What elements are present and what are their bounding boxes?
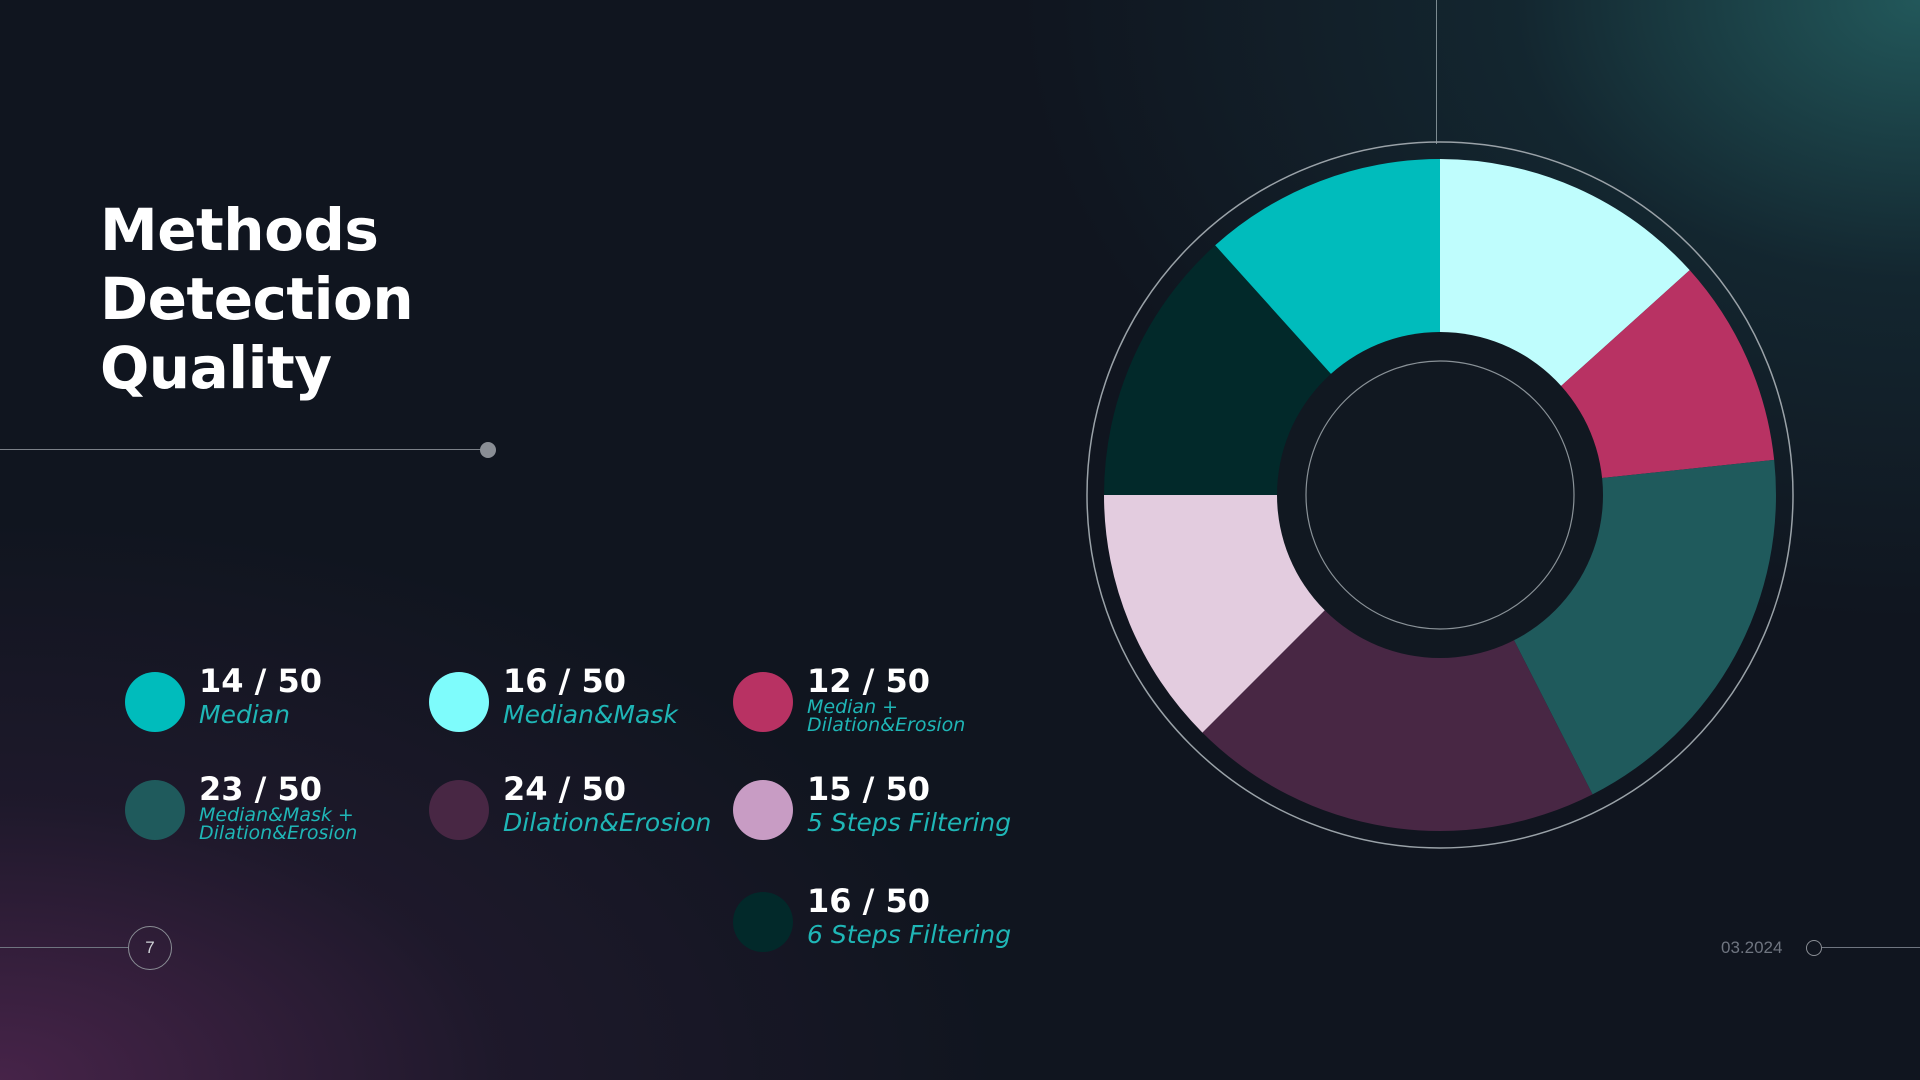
donut-slice-median (1215, 159, 1440, 384)
legend-label: 5 Steps Filtering (807, 808, 1012, 837)
legend-value: 16 / 50 (503, 662, 627, 700)
donut-slice-5-steps-filtering (1104, 495, 1334, 733)
donut-slice-6-steps-filtering (1104, 245, 1340, 495)
chart-connector-line (1436, 0, 1437, 144)
legend-value: 15 / 50 (807, 770, 931, 808)
donut-slices (1104, 159, 1776, 831)
legend-label-line-1: Median&Mask + (199, 804, 354, 826)
legend-label-line-2: Dilation&Erosion (807, 714, 966, 736)
donut-hole (1277, 332, 1603, 658)
legend-value: 12 / 50 (807, 662, 931, 700)
legend-item-median-mask-dilation-erosion: 23 / 50 Median&Mask + Dilation&Erosion (125, 770, 425, 850)
legend-label: Median&Mask (503, 700, 678, 729)
legend-item-median-dilation-erosion: 12 / 50 Median + Dilation&Erosion (733, 662, 1033, 742)
legend-value: 16 / 50 (807, 882, 931, 920)
legend-item-6-steps-filtering: 16 / 50 6 Steps Filtering (733, 882, 1033, 962)
legend-swatch (733, 672, 793, 732)
donut-inner-ring (1305, 360, 1575, 630)
legend-label-line-2: Dilation&Erosion (199, 822, 358, 844)
donut-slice-dilation-erosion (1202, 601, 1593, 831)
legend-label: Dilation&Erosion (503, 808, 712, 837)
title-divider-dot (480, 442, 496, 458)
legend-label: 6 Steps Filtering (807, 920, 1012, 949)
legend-swatch (733, 892, 793, 952)
legend-swatch (125, 672, 185, 732)
slide-title: Methods Detection Quality (100, 196, 414, 403)
legend-value: 14 / 50 (199, 662, 323, 700)
donut-outer-ring (1086, 141, 1794, 849)
donut-chart (1086, 141, 1794, 849)
legend-item-5-steps-filtering: 15 / 50 5 Steps Filtering (733, 770, 1033, 850)
legend-value: 24 / 50 (503, 770, 627, 808)
legend-item-median-mask: 16 / 50 Median&Mask (429, 662, 729, 742)
legend-item-median: 14 / 50 Median (125, 662, 425, 742)
legend-swatch (125, 780, 185, 840)
slide-date: 03.2024 (1721, 938, 1783, 957)
date-marker-circle (1806, 940, 1822, 956)
title-divider-line (0, 449, 488, 450)
legend-label: Median (199, 700, 290, 729)
donut-slice-median-dilation-erosion (1551, 270, 1775, 480)
legend-item-dilation-erosion: 24 / 50 Dilation&Erosion (429, 770, 729, 850)
legend-swatch (429, 780, 489, 840)
date-line (1822, 947, 1920, 948)
legend-label: Median + Dilation&Erosion (807, 696, 1037, 736)
legend-value: 23 / 50 (199, 770, 323, 808)
legend-label: Median&Mask + Dilation&Erosion (199, 804, 429, 844)
donut-slice-median-mask (1440, 159, 1690, 395)
legend-swatch (429, 672, 489, 732)
title-line-1: Methods (100, 196, 379, 264)
title-line-2: Detection (100, 265, 414, 333)
title-line-3: Quality (100, 334, 332, 402)
legend-swatch (733, 780, 793, 840)
page-number-line (0, 947, 128, 948)
page-number: 7 (128, 926, 172, 970)
donut-slice-median-mask-dilation-erosion (1508, 459, 1776, 795)
legend-label-line-1: Median + (807, 696, 899, 718)
